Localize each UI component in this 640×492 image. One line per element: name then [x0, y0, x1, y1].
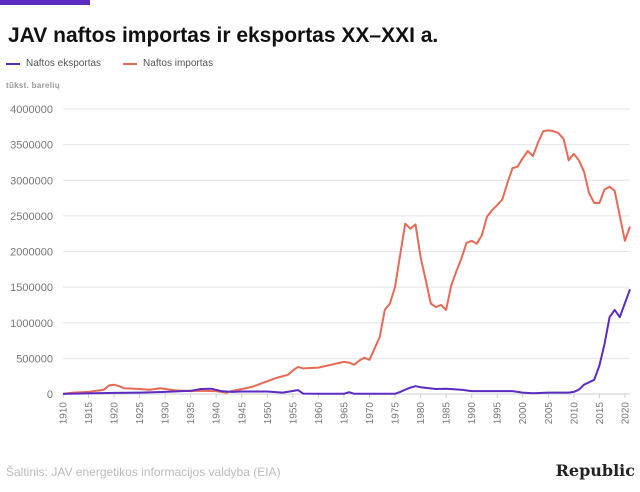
legend-item-imports: Naftos importas	[123, 58, 213, 69]
legend-swatch-imports	[123, 62, 138, 65]
legend-label-exports: Naftos eksportas	[26, 58, 102, 69]
y-tick-label: 0	[47, 389, 53, 401]
series-line-exports	[62, 288, 631, 395]
x-tick-label: 2020	[620, 402, 631, 425]
legend-swatch-exports	[6, 62, 20, 65]
x-tick-label: 1920	[110, 402, 121, 425]
x-tick-label: 1940	[212, 402, 223, 425]
y-tick-label: 1500000	[10, 282, 53, 294]
publisher-logo: Republic	[555, 461, 635, 480]
x-tick-label: 1945	[237, 402, 248, 425]
legend-item-exports: Naftos eksportas	[6, 58, 101, 69]
x-tick-label: 1910	[59, 402, 70, 425]
y-tick-label: 500000	[16, 353, 53, 365]
x-tick-label: 1995	[493, 402, 504, 425]
y-tick-label: 4000000	[10, 104, 53, 116]
x-tick-label: 1925	[135, 402, 146, 425]
x-tick-label: 1965	[339, 402, 350, 425]
x-tick-label: 1930	[161, 402, 172, 425]
legend-label-imports: Naftos importas	[143, 58, 214, 69]
source-note: Šaltinis: JAV energetikos informacijos v…	[6, 465, 281, 479]
x-tick-label: 2010	[569, 402, 580, 425]
x-tick-label: 2005	[544, 402, 555, 425]
y-tick-label: 3500000	[10, 140, 53, 152]
y-tick-label: 3000000	[10, 175, 53, 187]
x-tick-label: 1955	[288, 402, 299, 425]
y-tick-label: 2000000	[10, 247, 53, 259]
legend: Naftos eksportas Naftos importas	[6, 58, 235, 69]
series-line-imports	[62, 129, 631, 395]
x-tick-label: 1980	[416, 402, 427, 425]
x-tick-label: 1970	[365, 402, 376, 425]
x-tick-label: 1960	[314, 402, 325, 425]
x-tick-label: 2000	[518, 402, 529, 425]
y-tick-label: 2500000	[10, 211, 53, 223]
accent-bar	[0, 0, 90, 5]
y-tick-label: 1000000	[10, 318, 53, 330]
x-tick-label: 1950	[263, 402, 274, 425]
x-tick-label: 1975	[391, 402, 402, 425]
x-tick-label: 1935	[186, 402, 197, 425]
x-tick-label: 2015	[595, 402, 606, 425]
chart-title: JAV naftos importas ir eksportas XX–XXI …	[8, 24, 439, 47]
y-axis-units-label: tūkst. barelių	[6, 81, 60, 90]
x-tick-label: 1990	[467, 402, 478, 425]
x-tick-label: 1915	[84, 402, 95, 425]
x-tick-label: 1985	[442, 402, 453, 425]
